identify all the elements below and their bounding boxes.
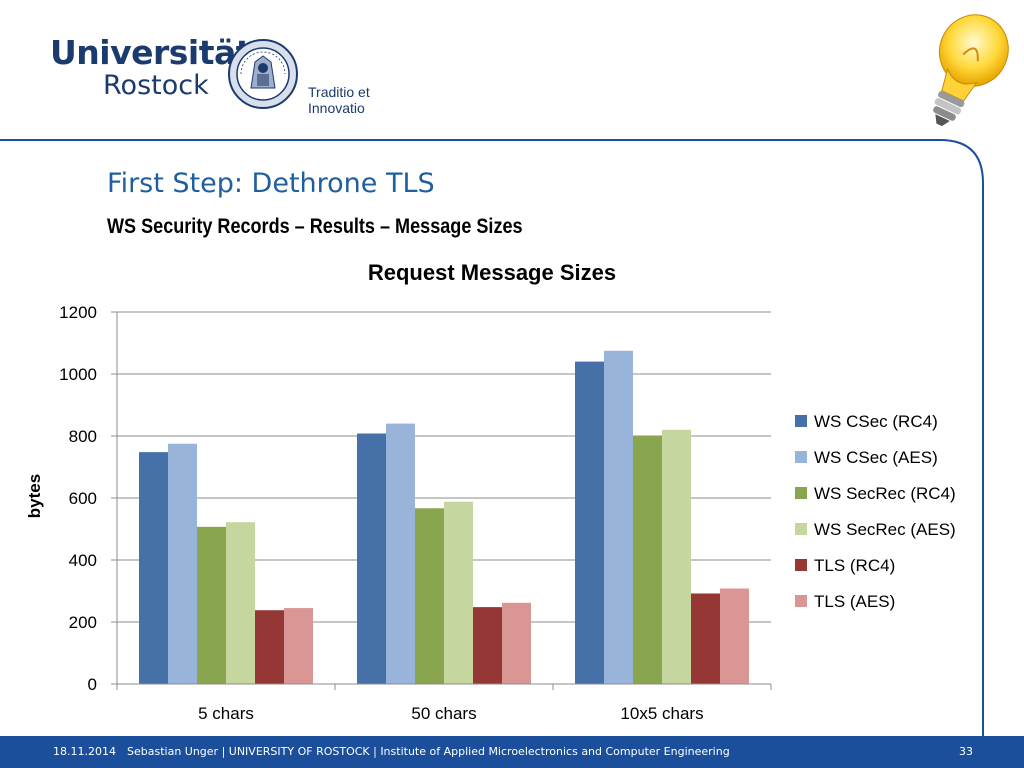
legend-label: TLS (AES)	[814, 592, 895, 611]
slide-title: First Step: Dethrone TLS	[107, 168, 435, 199]
legend-swatch	[795, 415, 807, 427]
footer-info: Sebastian Unger | UNIVERSITY OF ROSTOCK …	[127, 745, 730, 758]
legend-swatch	[795, 451, 807, 463]
bar	[386, 423, 415, 684]
y-tick-label: 0	[88, 675, 97, 694]
university-seal-icon	[228, 39, 298, 109]
y-tick-label: 600	[69, 489, 97, 508]
chart-title: Request Message Sizes	[368, 260, 616, 285]
x-tick-label: 50 chars	[411, 704, 476, 723]
bar-chart: Request Message Sizes bytes 0 200 400 600 80…	[25, 260, 956, 723]
bar	[357, 433, 386, 684]
legend-label: TLS (RC4)	[814, 556, 895, 575]
y-axis-label: bytes	[25, 474, 44, 518]
light-bulb-icon	[933, 14, 1009, 127]
x-tick-label: 10x5 chars	[620, 704, 703, 723]
y-tick-label: 200	[69, 613, 97, 632]
legend-swatch	[795, 559, 807, 571]
legend-label: WS SecRec (RC4)	[814, 484, 956, 503]
bar	[415, 508, 444, 684]
y-tick-label: 1200	[59, 303, 97, 322]
bar	[720, 588, 749, 684]
legend-swatch	[795, 523, 807, 535]
university-motto: Traditio et Innovatio	[308, 84, 370, 116]
legend-label: WS SecRec (AES)	[814, 520, 956, 539]
legend-swatch	[795, 595, 807, 607]
y-tick-label: 1000	[59, 365, 97, 384]
footer-bar: 18.11.2014 Sebastian Unger | UNIVERSITY …	[0, 736, 1024, 768]
bar	[255, 610, 284, 684]
bar	[168, 443, 197, 684]
bar	[197, 526, 226, 684]
legend-label: WS CSec (RC4)	[814, 412, 938, 431]
legend: WS CSec (RC4) WS CSec (AES) WS SecRec (RC4…	[795, 412, 956, 611]
bar	[473, 607, 502, 684]
bar	[444, 501, 473, 684]
bar	[139, 452, 168, 684]
x-tick-label: 5 chars	[198, 704, 254, 723]
legend-swatch	[795, 487, 807, 499]
bar	[662, 429, 691, 684]
bar	[575, 361, 604, 684]
university-logo: Universität Rostock Traditio et Innovati…	[50, 33, 430, 117]
y-tick-label: 400	[69, 551, 97, 570]
university-name: Universität	[50, 33, 252, 72]
legend-label: WS CSec (AES)	[814, 448, 938, 467]
bar	[691, 593, 720, 684]
bars	[139, 350, 749, 684]
bar	[226, 522, 255, 684]
footer-date: 18.11.2014	[53, 745, 116, 758]
slide-subtitle: WS Security Records – Results – Message …	[107, 215, 523, 238]
bar	[284, 608, 313, 684]
bar	[502, 602, 531, 684]
page-number: 33	[959, 745, 973, 758]
axes: 0 200 400 600 800 1000 1200 5 chars 50 chars 10x5…	[59, 303, 772, 723]
university-city: Rostock	[103, 70, 209, 101]
bar	[633, 436, 662, 684]
y-tick-label: 800	[69, 427, 97, 446]
bar	[604, 350, 633, 684]
